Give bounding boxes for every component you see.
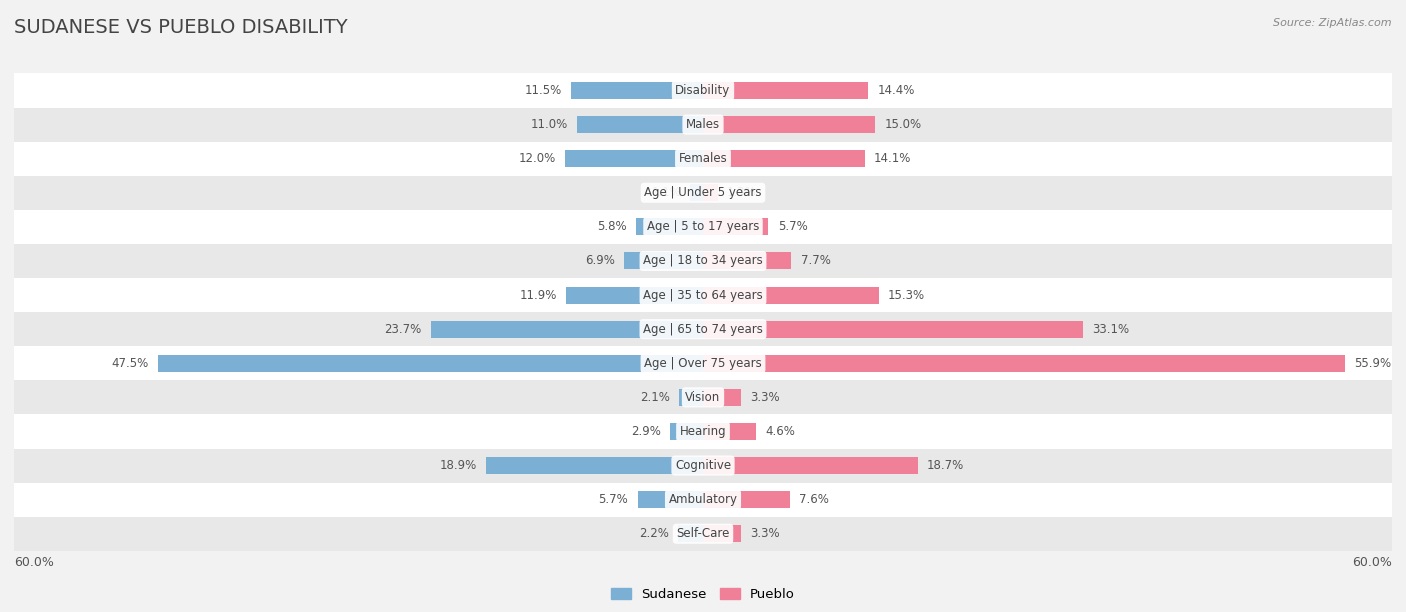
Text: 5.7%: 5.7%: [778, 220, 807, 233]
Bar: [703, 218, 769, 236]
Text: 3.3%: 3.3%: [749, 528, 780, 540]
Bar: [703, 184, 718, 201]
Text: 14.1%: 14.1%: [875, 152, 911, 165]
Text: 33.1%: 33.1%: [1092, 323, 1129, 335]
Text: Males: Males: [686, 118, 720, 131]
Bar: [703, 355, 1346, 371]
Text: Age | 18 to 34 years: Age | 18 to 34 years: [643, 255, 763, 267]
Text: 4.6%: 4.6%: [765, 425, 794, 438]
Bar: [678, 525, 703, 542]
Bar: [14, 483, 1392, 517]
Text: 1.3%: 1.3%: [727, 186, 756, 200]
Text: 2.1%: 2.1%: [640, 391, 669, 404]
Text: Females: Females: [679, 152, 727, 165]
Text: 2.2%: 2.2%: [638, 528, 669, 540]
Bar: [703, 491, 790, 508]
Text: Vision: Vision: [685, 391, 721, 404]
Bar: [14, 449, 1392, 483]
Bar: [571, 82, 703, 99]
Bar: [576, 116, 703, 133]
Text: Age | Under 5 years: Age | Under 5 years: [644, 186, 762, 200]
Bar: [567, 286, 703, 304]
Bar: [14, 346, 1392, 380]
Text: 5.7%: 5.7%: [599, 493, 628, 506]
Bar: [14, 244, 1392, 278]
Text: Age | Over 75 years: Age | Over 75 years: [644, 357, 762, 370]
Text: Age | 5 to 17 years: Age | 5 to 17 years: [647, 220, 759, 233]
Bar: [637, 218, 703, 236]
Bar: [703, 457, 918, 474]
Text: 60.0%: 60.0%: [1353, 556, 1392, 569]
Bar: [486, 457, 703, 474]
Text: 18.9%: 18.9%: [440, 459, 477, 472]
Text: SUDANESE VS PUEBLO DISABILITY: SUDANESE VS PUEBLO DISABILITY: [14, 18, 347, 37]
Text: 5.8%: 5.8%: [598, 220, 627, 233]
Bar: [703, 116, 875, 133]
Text: Disability: Disability: [675, 84, 731, 97]
Text: 1.1%: 1.1%: [651, 186, 681, 200]
Text: 14.4%: 14.4%: [877, 84, 915, 97]
Text: 18.7%: 18.7%: [927, 459, 965, 472]
Bar: [14, 108, 1392, 141]
Text: Ambulatory: Ambulatory: [668, 493, 738, 506]
Bar: [703, 82, 869, 99]
Text: 7.6%: 7.6%: [800, 493, 830, 506]
Text: 6.9%: 6.9%: [585, 255, 614, 267]
Bar: [624, 252, 703, 269]
Text: Self-Care: Self-Care: [676, 528, 730, 540]
Bar: [679, 389, 703, 406]
Bar: [703, 525, 741, 542]
Bar: [637, 491, 703, 508]
Bar: [669, 423, 703, 440]
Text: Age | 35 to 64 years: Age | 35 to 64 years: [643, 289, 763, 302]
Bar: [14, 176, 1392, 210]
Text: 23.7%: 23.7%: [384, 323, 422, 335]
Bar: [703, 321, 1083, 338]
Bar: [690, 184, 703, 201]
Bar: [703, 389, 741, 406]
Text: 11.9%: 11.9%: [520, 289, 557, 302]
Text: Age | 65 to 74 years: Age | 65 to 74 years: [643, 323, 763, 335]
Bar: [14, 414, 1392, 449]
Bar: [430, 321, 703, 338]
Text: 60.0%: 60.0%: [14, 556, 53, 569]
Text: 15.0%: 15.0%: [884, 118, 921, 131]
Text: 11.5%: 11.5%: [524, 84, 562, 97]
Text: Hearing: Hearing: [679, 425, 727, 438]
Bar: [14, 278, 1392, 312]
Bar: [14, 380, 1392, 414]
Bar: [703, 252, 792, 269]
Bar: [157, 355, 703, 371]
Text: 2.9%: 2.9%: [631, 425, 661, 438]
Bar: [703, 423, 756, 440]
Text: 55.9%: 55.9%: [1354, 357, 1391, 370]
Text: 15.3%: 15.3%: [887, 289, 925, 302]
Text: Cognitive: Cognitive: [675, 459, 731, 472]
Bar: [703, 150, 865, 167]
Bar: [14, 517, 1392, 551]
Bar: [703, 286, 879, 304]
Bar: [14, 73, 1392, 108]
Bar: [14, 141, 1392, 176]
Text: 3.3%: 3.3%: [749, 391, 780, 404]
Text: 11.0%: 11.0%: [530, 118, 568, 131]
Text: 7.7%: 7.7%: [800, 255, 831, 267]
Text: Source: ZipAtlas.com: Source: ZipAtlas.com: [1274, 18, 1392, 28]
Text: 12.0%: 12.0%: [519, 152, 555, 165]
Bar: [565, 150, 703, 167]
Bar: [14, 210, 1392, 244]
Text: 47.5%: 47.5%: [111, 357, 149, 370]
Legend: Sudanese, Pueblo: Sudanese, Pueblo: [606, 582, 800, 606]
Bar: [14, 312, 1392, 346]
